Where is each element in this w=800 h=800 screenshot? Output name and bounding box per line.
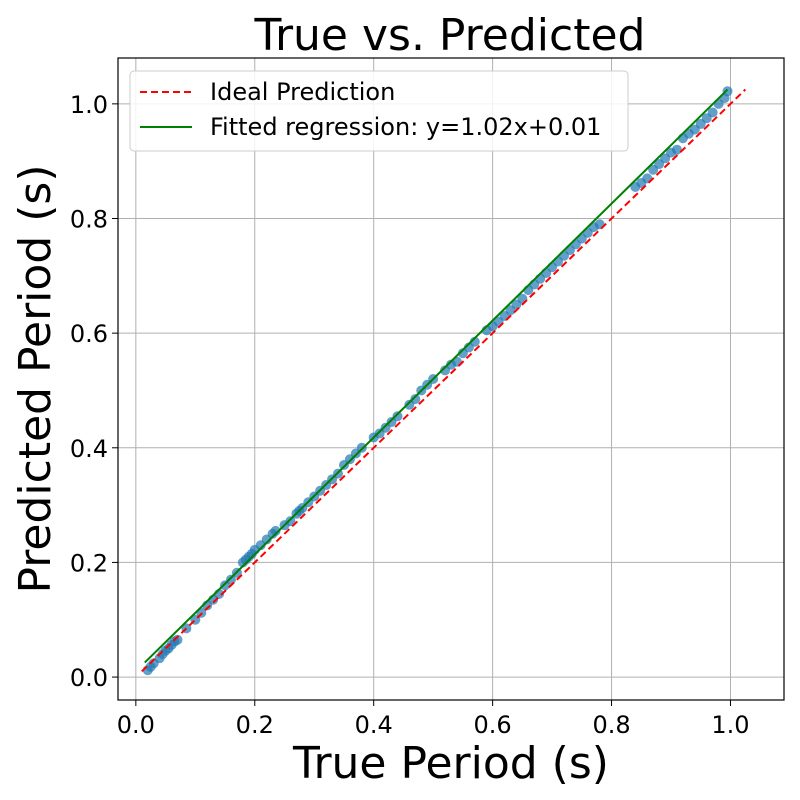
y-tick-label: 0.6	[70, 320, 108, 348]
y-tick-label: 1.0	[70, 91, 108, 119]
x-tick-label: 0.6	[474, 711, 512, 739]
y-tick-label: 0.0	[70, 664, 108, 692]
legend-box	[129, 70, 629, 152]
data-point	[410, 394, 421, 405]
grid	[118, 58, 784, 700]
ideal-prediction-line	[141, 88, 747, 673]
y-tick-label: 0.2	[70, 549, 108, 577]
data-point	[172, 634, 183, 645]
y-axis-label: Predicted Period (s)	[10, 165, 61, 594]
x-tick-label: 1.0	[711, 711, 749, 739]
x-tick-label: 0.4	[355, 711, 393, 739]
data-point	[285, 516, 296, 527]
axis-ticks: 0.0 0.2 0.4 0.6 0.8 1.0 0.0 0.2 0.4 0.6 0.8 1.0	[70, 91, 750, 739]
data-point	[722, 86, 733, 97]
chart-title: True vs. Predicted	[254, 10, 646, 61]
y-tick-label: 0.4	[70, 435, 108, 463]
data-point	[671, 144, 682, 155]
data-point	[707, 107, 718, 118]
data-point	[392, 411, 403, 422]
legend-ideal-label: Ideal Prediction	[210, 78, 395, 106]
regression-line	[144, 88, 729, 664]
x-tick-label: 0.2	[236, 711, 274, 739]
y-tick-label: 0.8	[70, 206, 108, 234]
plot-frame	[117, 57, 785, 701]
legend-regression-label: Fitted regression: y=1.02x+0.01	[210, 113, 601, 141]
legend: Ideal Prediction Fitted regression: y=1.…	[129, 70, 629, 152]
x-tick-label: 0.8	[592, 711, 630, 739]
plot-data	[141, 86, 747, 676]
x-axis-label: True Period (s)	[292, 738, 609, 789]
data-point	[270, 525, 281, 536]
x-tick-label: 0.0	[117, 711, 155, 739]
